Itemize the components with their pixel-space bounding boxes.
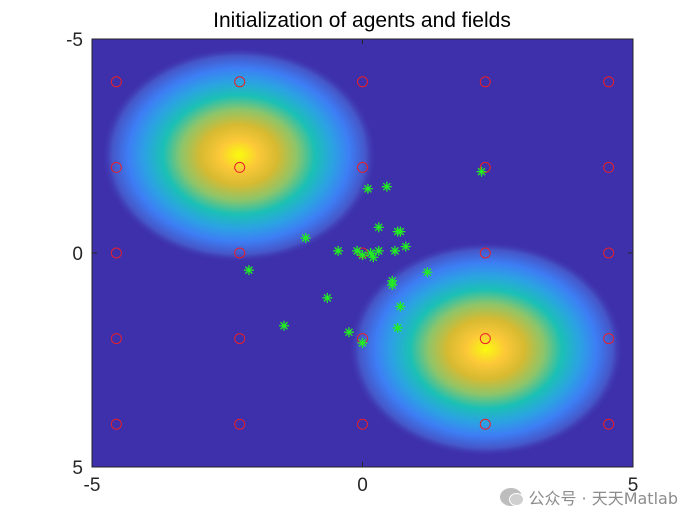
x-tick-label: -5: [84, 475, 101, 496]
heatmap-peak-upper-left: [101, 47, 377, 263]
asterisk-marker: [422, 267, 433, 278]
circle-marker: [603, 418, 615, 430]
asterisk-marker: [395, 226, 406, 237]
asterisk-marker: [392, 322, 403, 333]
asterisk-marker: [300, 233, 311, 244]
circle-marker: [110, 333, 122, 345]
asterisk-marker: [387, 280, 398, 291]
heatmap-peak-lower-right: [348, 241, 624, 457]
asterisk-marker: [322, 292, 333, 303]
watermark-text: 公众号 · 天天Matlab: [528, 489, 678, 508]
asterisk-marker: [395, 301, 406, 312]
asterisk-marker: [243, 265, 254, 276]
circle-marker: [234, 76, 246, 88]
wechat-icon: [500, 488, 525, 506]
circle-marker: [110, 418, 122, 430]
circle-marker: [479, 418, 491, 430]
asterisk-marker: [362, 183, 373, 194]
circle-marker: [603, 161, 615, 173]
asterisk-marker: [381, 181, 392, 192]
y-tick-label: 5: [72, 458, 83, 479]
circle-marker: [479, 76, 491, 88]
asterisk-marker: [357, 250, 368, 261]
asterisk-marker: [333, 245, 344, 256]
asterisk-marker: [373, 222, 384, 233]
asterisk-marker: [373, 245, 384, 256]
circle-marker: [357, 418, 368, 430]
plot-area: [92, 39, 633, 467]
asterisk-marker: [343, 327, 354, 338]
y-tick-label: -5: [66, 30, 83, 51]
watermark: 公众号 · 天天Matlab: [500, 485, 678, 509]
asterisk-marker: [476, 166, 487, 177]
circle-marker: [234, 333, 246, 345]
circle-marker: [234, 418, 246, 430]
circle-marker: [603, 76, 615, 88]
y-tick-label: 0: [72, 244, 83, 265]
circle-marker: [234, 161, 246, 173]
asterisk-marker: [368, 252, 379, 263]
circle-marker-series: [110, 76, 615, 430]
x-tick-label: 0: [357, 475, 368, 496]
asterisk-marker: [389, 245, 400, 256]
axis-ticks: -5 0 5-505: [66, 30, 638, 496]
circle-marker: [110, 247, 122, 259]
asterisk-marker: [400, 241, 411, 252]
circle-marker: [110, 76, 122, 88]
circle-marker: [603, 247, 615, 259]
chart-title: Initialization of agents and fields: [213, 9, 511, 32]
x-tick-label: 5: [628, 475, 639, 496]
circle-marker: [110, 161, 122, 173]
circle-marker: [479, 333, 491, 345]
asterisk-marker: [352, 245, 363, 256]
circle-marker: [479, 161, 491, 173]
circle-marker: [234, 247, 246, 259]
circle-marker: [479, 247, 491, 259]
asterisk-marker: [279, 320, 290, 331]
circle-marker: [603, 333, 615, 345]
circle-marker: [357, 76, 368, 88]
circle-marker: [357, 161, 368, 173]
asterisk-marker-series: [243, 166, 487, 348]
asterisk-marker: [357, 337, 368, 348]
